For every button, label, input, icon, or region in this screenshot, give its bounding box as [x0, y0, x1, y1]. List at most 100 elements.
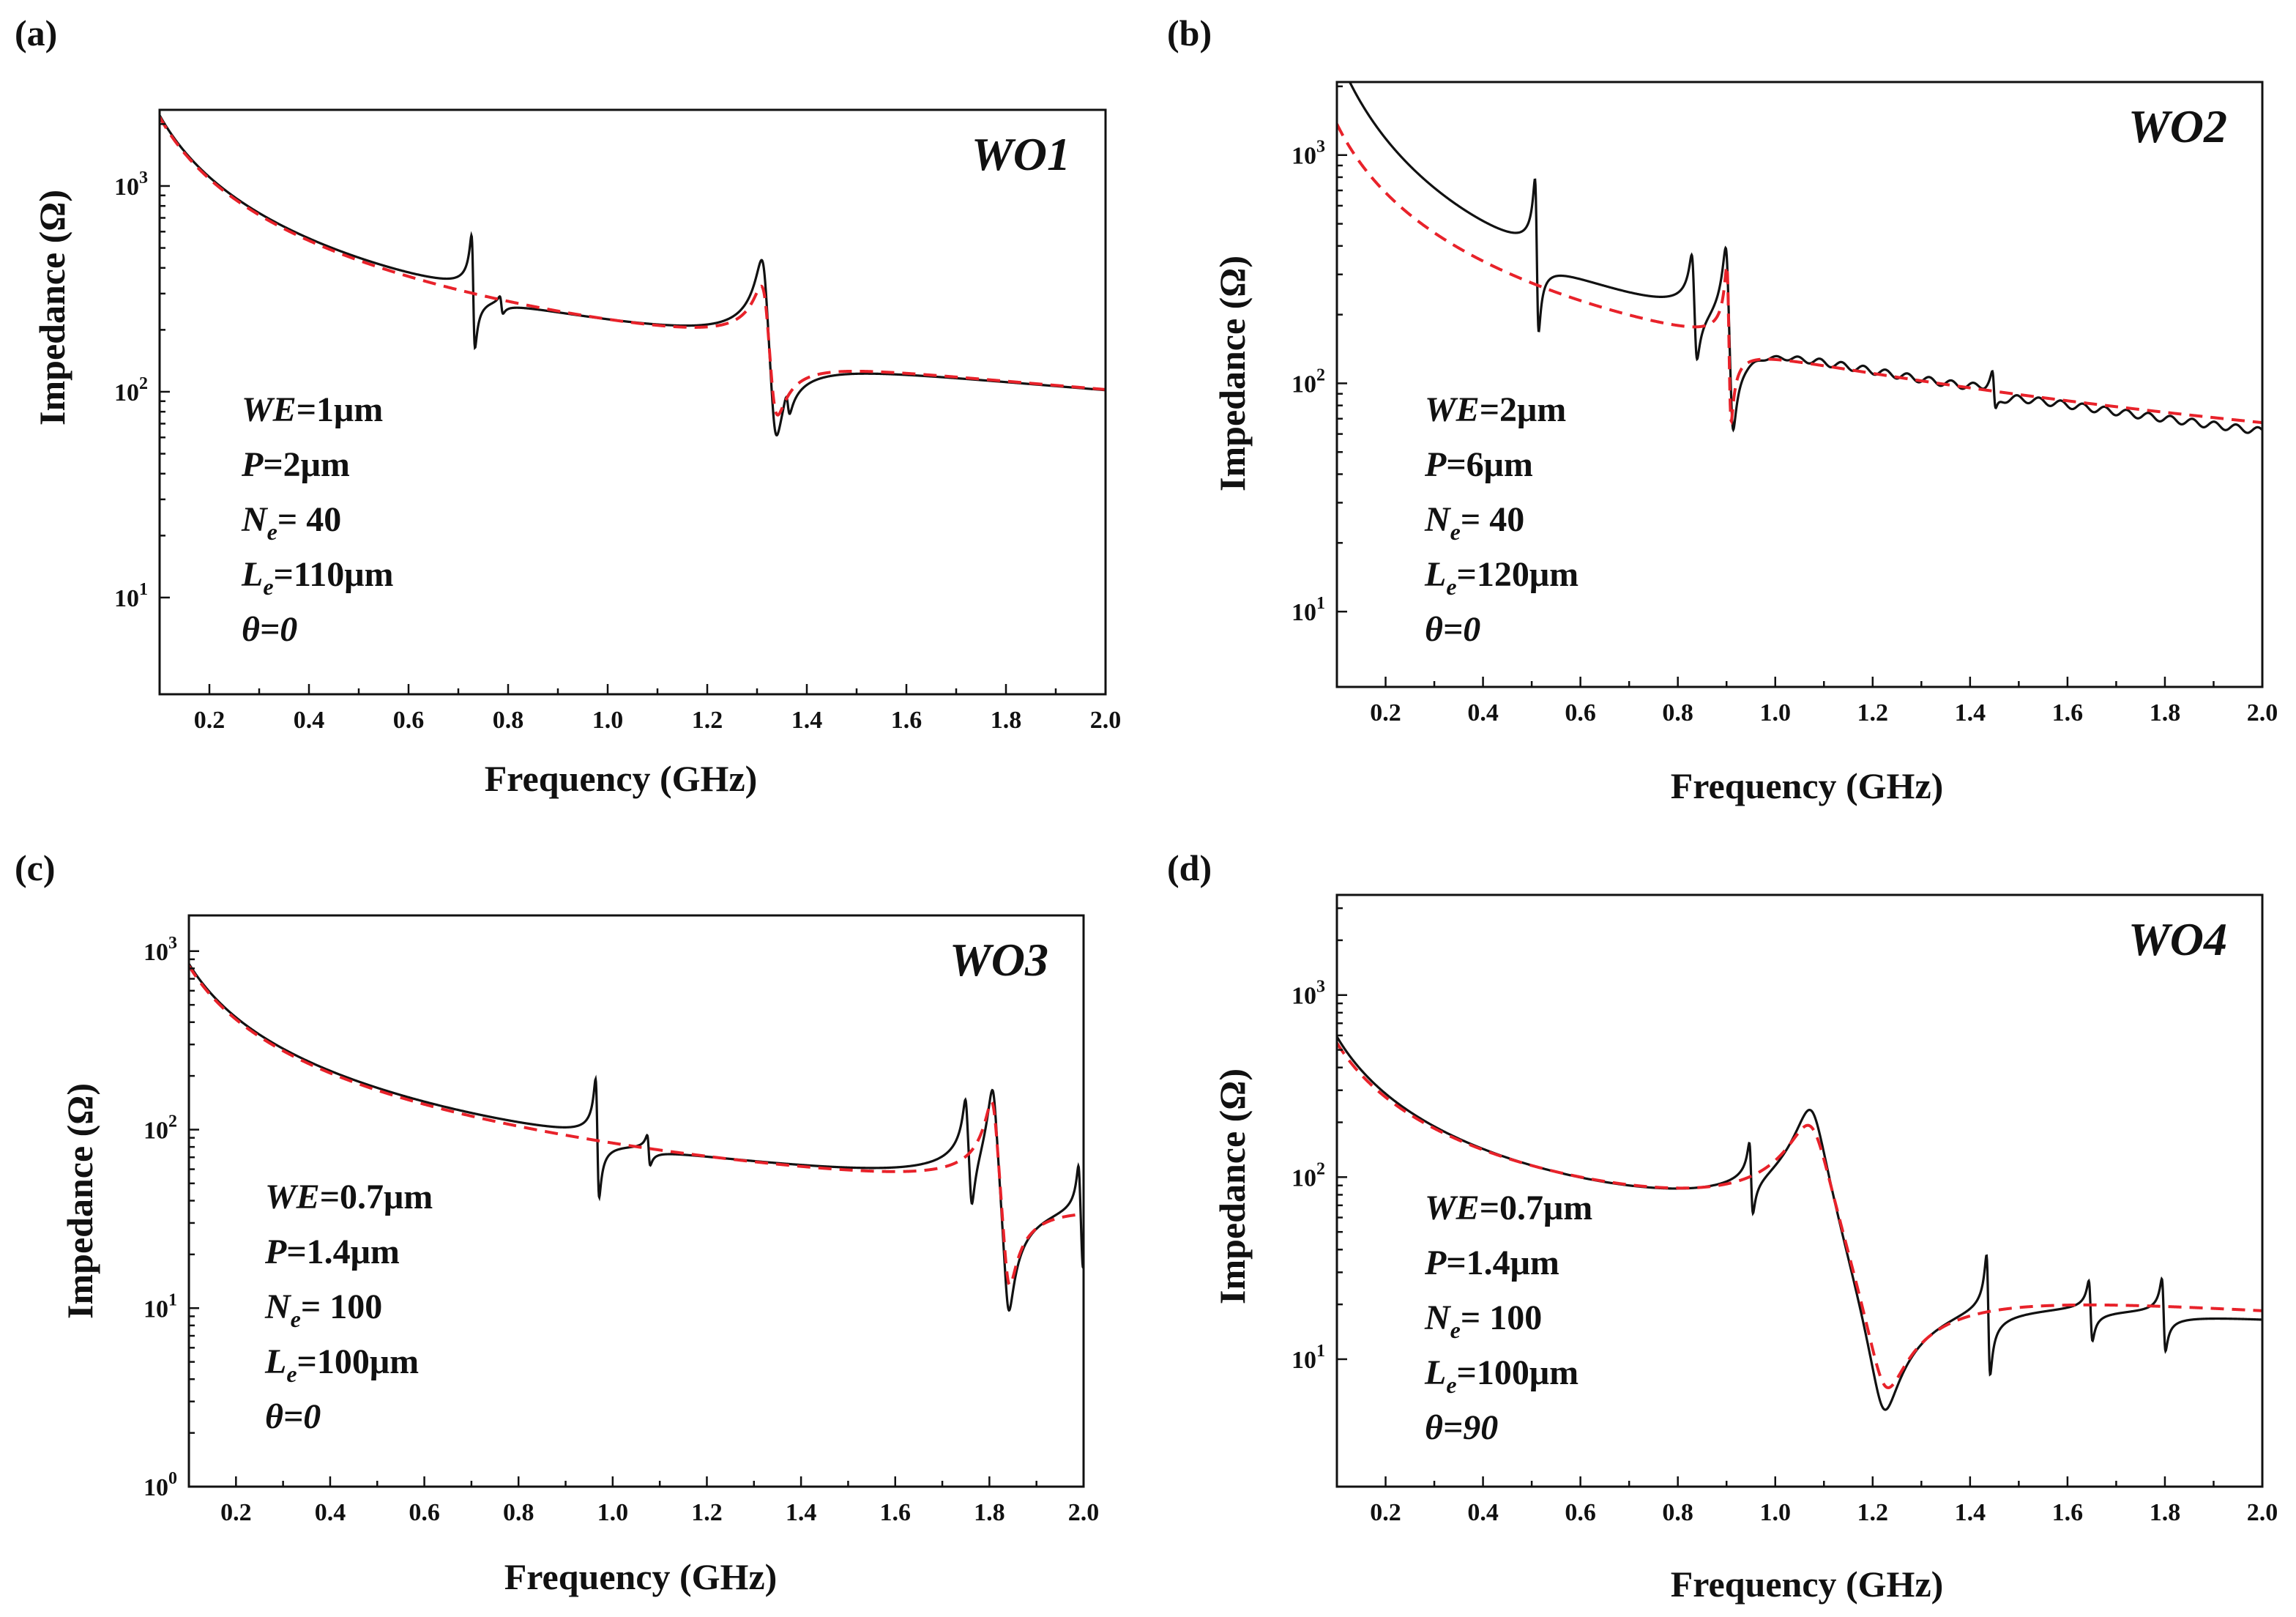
sample-label: WO2: [2128, 100, 2227, 152]
param-subscript: e: [263, 573, 273, 600]
measured-series: [160, 114, 1106, 437]
param-symbol: θ=0: [242, 610, 297, 649]
panel-letter: (a): [15, 12, 57, 53]
x-tick-label: 1.2: [691, 1499, 723, 1526]
x-tick-label: 0.6: [409, 1499, 440, 1526]
param-symbol: N: [1424, 500, 1452, 539]
x-tick-label: 2.0: [1068, 1499, 1100, 1526]
x-tick-label: 1.2: [692, 707, 723, 734]
param-value: = 100: [1461, 1298, 1542, 1337]
y-tick-exp: 1: [1316, 1342, 1325, 1361]
param-line: Le=100μm: [264, 1342, 419, 1387]
y-tick-label: 101: [114, 580, 148, 612]
x-tick-label: 1.8: [2150, 1499, 2181, 1526]
param-symbol: N: [264, 1287, 292, 1326]
x-tick-label: 0.2: [220, 1499, 252, 1526]
x-tick-label: 1.0: [597, 1499, 629, 1526]
param-line: Ne= 100: [1424, 1298, 1542, 1343]
panel-wo4: (d)0.2 0.4 0.6 0.8 1.0 1.2 1.4 1.6 1.8 2.01011021…: [1167, 847, 2278, 1605]
param-value: = 100: [301, 1287, 382, 1326]
x-tick-label: 0.8: [503, 1499, 534, 1526]
param-value: =1.4μm: [1446, 1244, 1559, 1282]
y-tick-label: 103: [144, 934, 177, 966]
sample-label: WO3: [950, 934, 1048, 986]
y-tick-base: 10: [114, 379, 139, 406]
y-tick-exp: 1: [1316, 594, 1325, 613]
y-tick-label: 101: [144, 1290, 177, 1323]
y-tick-label: 102: [144, 1112, 177, 1145]
x-tick-label: 0.2: [1370, 699, 1401, 726]
y-axis-title: Impedance (Ω): [1212, 256, 1253, 491]
y-tick-base: 10: [1292, 1347, 1316, 1374]
param-line: Le=110μm: [241, 555, 393, 600]
y-tick-base: 10: [114, 174, 139, 201]
param-value: =110μm: [274, 555, 394, 594]
x-axis-title: Frequency (GHz): [504, 1556, 778, 1597]
param-symbol: L: [1424, 555, 1446, 594]
x-tick-label: 2.0: [2247, 699, 2278, 726]
x-tick-label: 1.8: [2150, 699, 2181, 726]
param-value: =0.7μm: [320, 1178, 433, 1216]
param-subscript: e: [1450, 1317, 1461, 1343]
x-tick-label: 1.6: [891, 707, 922, 734]
param-line: θ=0: [265, 1397, 321, 1436]
param-subscript: e: [1450, 518, 1461, 545]
x-tick-label: 1.2: [1857, 1499, 1889, 1526]
x-tick-label: 0.6: [1565, 1499, 1596, 1526]
param-line: WE=0.7μm: [265, 1178, 433, 1216]
y-tick-exp: 2: [139, 374, 148, 393]
y-tick-label: 101: [1292, 594, 1325, 626]
x-tick-label: 0.4: [315, 1499, 346, 1526]
param-symbol: WE: [1425, 390, 1480, 429]
param-symbol: P: [1424, 445, 1447, 484]
y-tick-exp: 3: [139, 168, 148, 187]
plot-frame: [1335, 893, 2264, 1488]
param-value: =100μm: [297, 1342, 420, 1381]
y-tick-exp: 2: [1316, 365, 1325, 384]
param-subscript: e: [267, 518, 277, 545]
param-symbol: WE: [265, 1178, 320, 1216]
param-symbol: L: [1424, 1353, 1446, 1392]
fit-series: [1337, 123, 2262, 425]
param-subscript: e: [286, 1361, 297, 1387]
param-value: = 40: [277, 500, 341, 539]
x-tick-label: 1.4: [786, 1499, 817, 1526]
param-line: P=1.4μm: [264, 1233, 400, 1271]
param-subscript: e: [291, 1306, 301, 1332]
param-symbol: WE: [242, 390, 297, 429]
measured-series: [1348, 82, 2262, 434]
panel-wo2: (b)0.2 0.4 0.6 0.8 1.0 1.2 1.4 1.6 1.8 2.01011021…: [1167, 12, 2278, 806]
param-line: Ne= 40: [1424, 500, 1524, 545]
y-tick-base: 10: [1292, 983, 1316, 1010]
param-line: θ=0: [242, 610, 297, 649]
fit-series: [160, 116, 1106, 417]
x-tick-label: 1.2: [1857, 699, 1889, 726]
x-tick-label: 1.4: [1955, 699, 1986, 726]
param-line: WE=2μm: [1425, 390, 1566, 429]
param-symbol: P: [241, 445, 264, 484]
y-tick-base: 10: [1292, 1164, 1316, 1192]
param-symbol: θ=0: [1425, 610, 1480, 649]
param-symbol: θ=0: [265, 1397, 321, 1436]
x-axis-title: Frequency (GHz): [485, 758, 758, 799]
y-tick-label: 101: [1292, 1342, 1325, 1374]
y-tick-exp: 1: [168, 1290, 177, 1309]
param-subscript: e: [1446, 1372, 1456, 1398]
param-line: θ=90: [1425, 1408, 1498, 1447]
y-tick-label: 100: [144, 1469, 177, 1501]
x-tick-label: 0.4: [294, 707, 325, 734]
x-tick-label: 0.8: [1662, 699, 1693, 726]
param-value: =2μm: [263, 445, 350, 484]
param-subscript: e: [1446, 573, 1456, 600]
x-tick-label: 0.6: [1565, 699, 1596, 726]
param-line: Ne= 100: [264, 1287, 382, 1332]
sample-label: WO1: [972, 128, 1070, 180]
y-tick-base: 10: [1292, 599, 1316, 626]
param-symbol: L: [241, 555, 263, 594]
x-tick-label: 1.0: [1759, 1499, 1791, 1526]
y-tick-label: 102: [1292, 1159, 1325, 1192]
y-tick-label: 102: [114, 374, 148, 406]
x-axis-title: Frequency (GHz): [1671, 765, 1944, 806]
x-tick-label: 0.8: [1662, 1499, 1693, 1526]
sample-label: WO4: [2128, 913, 2227, 965]
